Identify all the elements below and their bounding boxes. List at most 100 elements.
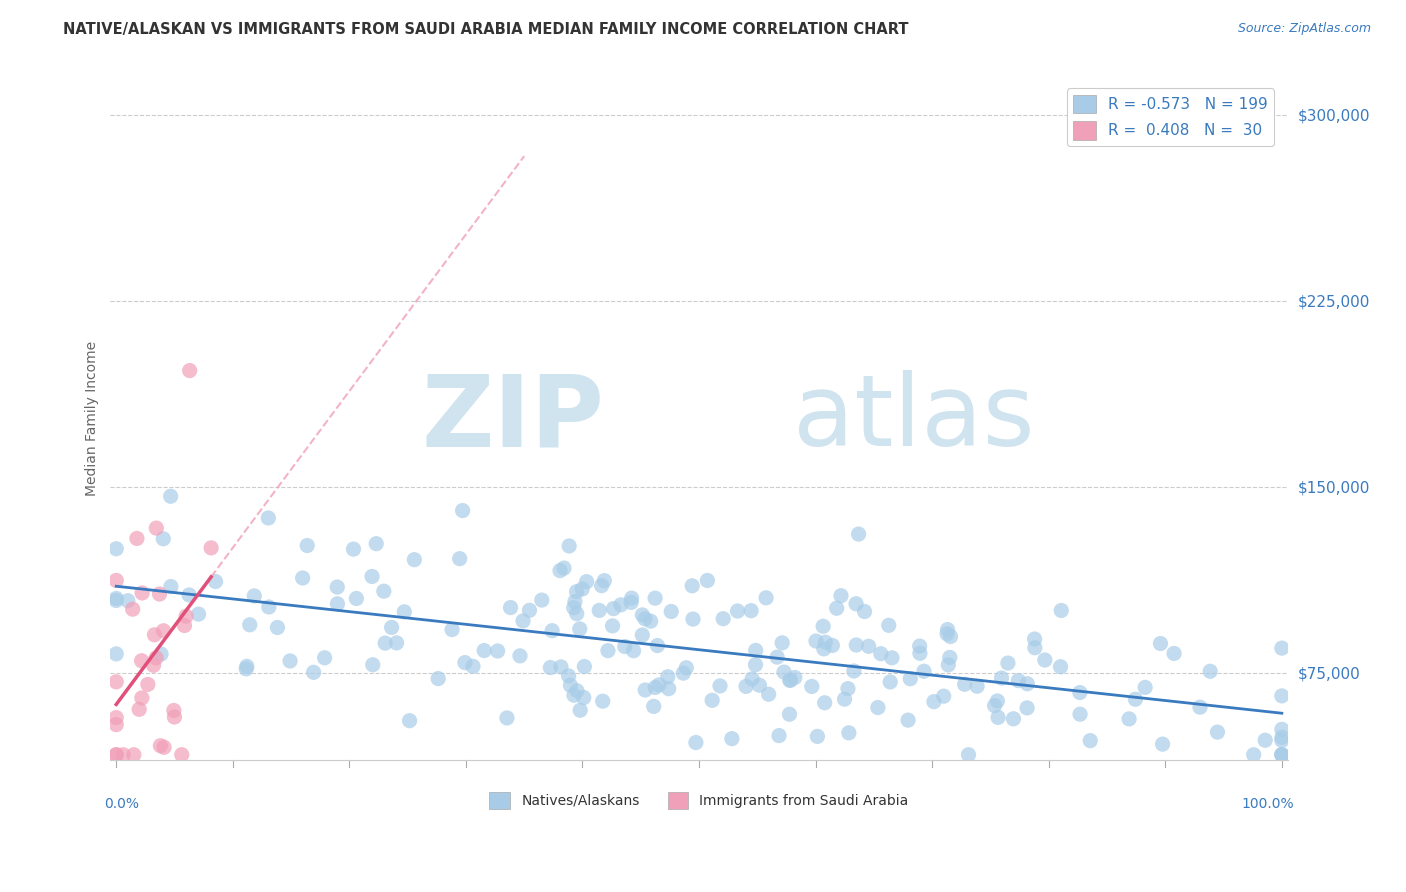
- Point: [278, 654, 301, 668]
- Point: [461, 659, 484, 673]
- Point: [845, 638, 868, 652]
- Point: [1007, 673, 1029, 688]
- Point: [672, 666, 695, 681]
- Point: [770, 636, 793, 650]
- Point: [105, 747, 128, 762]
- Point: [837, 681, 859, 696]
- Point: [922, 695, 945, 709]
- Point: [939, 650, 962, 665]
- Point: [879, 675, 901, 690]
- Text: NATIVE/ALASKAN VS IMMIGRANTS FROM SAUDI ARABIA MEDIAN FAMILY INCOME CORRELATION : NATIVE/ALASKAN VS IMMIGRANTS FROM SAUDI …: [63, 22, 908, 37]
- Point: [957, 747, 980, 762]
- Point: [142, 658, 165, 673]
- Point: [557, 669, 579, 683]
- Point: [128, 702, 150, 716]
- Point: [804, 634, 827, 648]
- Point: [778, 707, 800, 722]
- Point: [105, 593, 128, 607]
- Point: [572, 690, 595, 705]
- Point: [634, 612, 657, 626]
- Point: [830, 589, 852, 603]
- Point: [1152, 737, 1174, 751]
- Point: [441, 623, 464, 637]
- Point: [610, 598, 633, 612]
- Point: [806, 730, 828, 744]
- Point: [1078, 733, 1101, 747]
- Point: [1125, 692, 1147, 706]
- Point: [239, 617, 262, 632]
- Point: [575, 574, 598, 589]
- Point: [936, 627, 959, 641]
- Point: [366, 537, 388, 551]
- Point: [768, 729, 790, 743]
- Point: [509, 648, 531, 663]
- Point: [908, 646, 931, 660]
- Point: [880, 650, 903, 665]
- Point: [1050, 603, 1073, 617]
- Point: [177, 588, 200, 602]
- Point: [1133, 681, 1156, 695]
- Point: [834, 692, 856, 706]
- Point: [150, 647, 173, 661]
- Point: [766, 650, 789, 665]
- Point: [869, 647, 891, 661]
- Point: [811, 619, 834, 633]
- Point: [174, 609, 197, 624]
- Point: [748, 678, 770, 692]
- Point: [569, 703, 592, 717]
- Point: [640, 614, 662, 628]
- Text: 0.0%: 0.0%: [104, 797, 139, 811]
- Point: [1118, 712, 1140, 726]
- Point: [121, 602, 143, 616]
- Point: [842, 664, 865, 678]
- Point: [897, 713, 920, 727]
- Point: [858, 640, 880, 654]
- Point: [702, 693, 724, 707]
- Point: [530, 593, 553, 607]
- Point: [361, 569, 384, 583]
- Point: [1206, 725, 1229, 739]
- Point: [512, 614, 534, 628]
- Point: [990, 671, 1012, 685]
- Point: [659, 605, 682, 619]
- Point: [153, 740, 176, 755]
- Point: [898, 672, 921, 686]
- Point: [1271, 747, 1294, 762]
- Point: [908, 639, 931, 653]
- Point: [936, 623, 959, 637]
- Point: [200, 541, 222, 555]
- Point: [853, 605, 876, 619]
- Point: [404, 552, 426, 566]
- Point: [499, 600, 522, 615]
- Point: [105, 574, 128, 588]
- Point: [643, 699, 665, 714]
- Point: [472, 643, 495, 657]
- Point: [159, 489, 181, 503]
- Point: [1069, 685, 1091, 699]
- Point: [932, 689, 955, 703]
- Point: [1188, 700, 1211, 714]
- Text: 100.0%: 100.0%: [1241, 797, 1294, 811]
- Point: [574, 659, 596, 673]
- Point: [143, 628, 166, 642]
- Point: [685, 735, 707, 749]
- Point: [266, 620, 288, 634]
- Point: [381, 620, 404, 634]
- Point: [1271, 689, 1294, 703]
- Point: [631, 607, 654, 622]
- Point: [117, 593, 139, 607]
- Point: [1069, 707, 1091, 722]
- Point: [675, 661, 697, 675]
- Point: [548, 564, 571, 578]
- Point: [814, 635, 837, 649]
- Text: ZIP: ZIP: [422, 370, 605, 467]
- Point: [152, 624, 174, 638]
- Point: [1033, 653, 1056, 667]
- Point: [866, 700, 889, 714]
- Point: [1002, 712, 1025, 726]
- Point: [131, 654, 153, 668]
- Point: [149, 739, 172, 753]
- Point: [783, 671, 806, 685]
- Point: [236, 659, 259, 673]
- Text: Source: ZipAtlas.com: Source: ZipAtlas.com: [1237, 22, 1371, 36]
